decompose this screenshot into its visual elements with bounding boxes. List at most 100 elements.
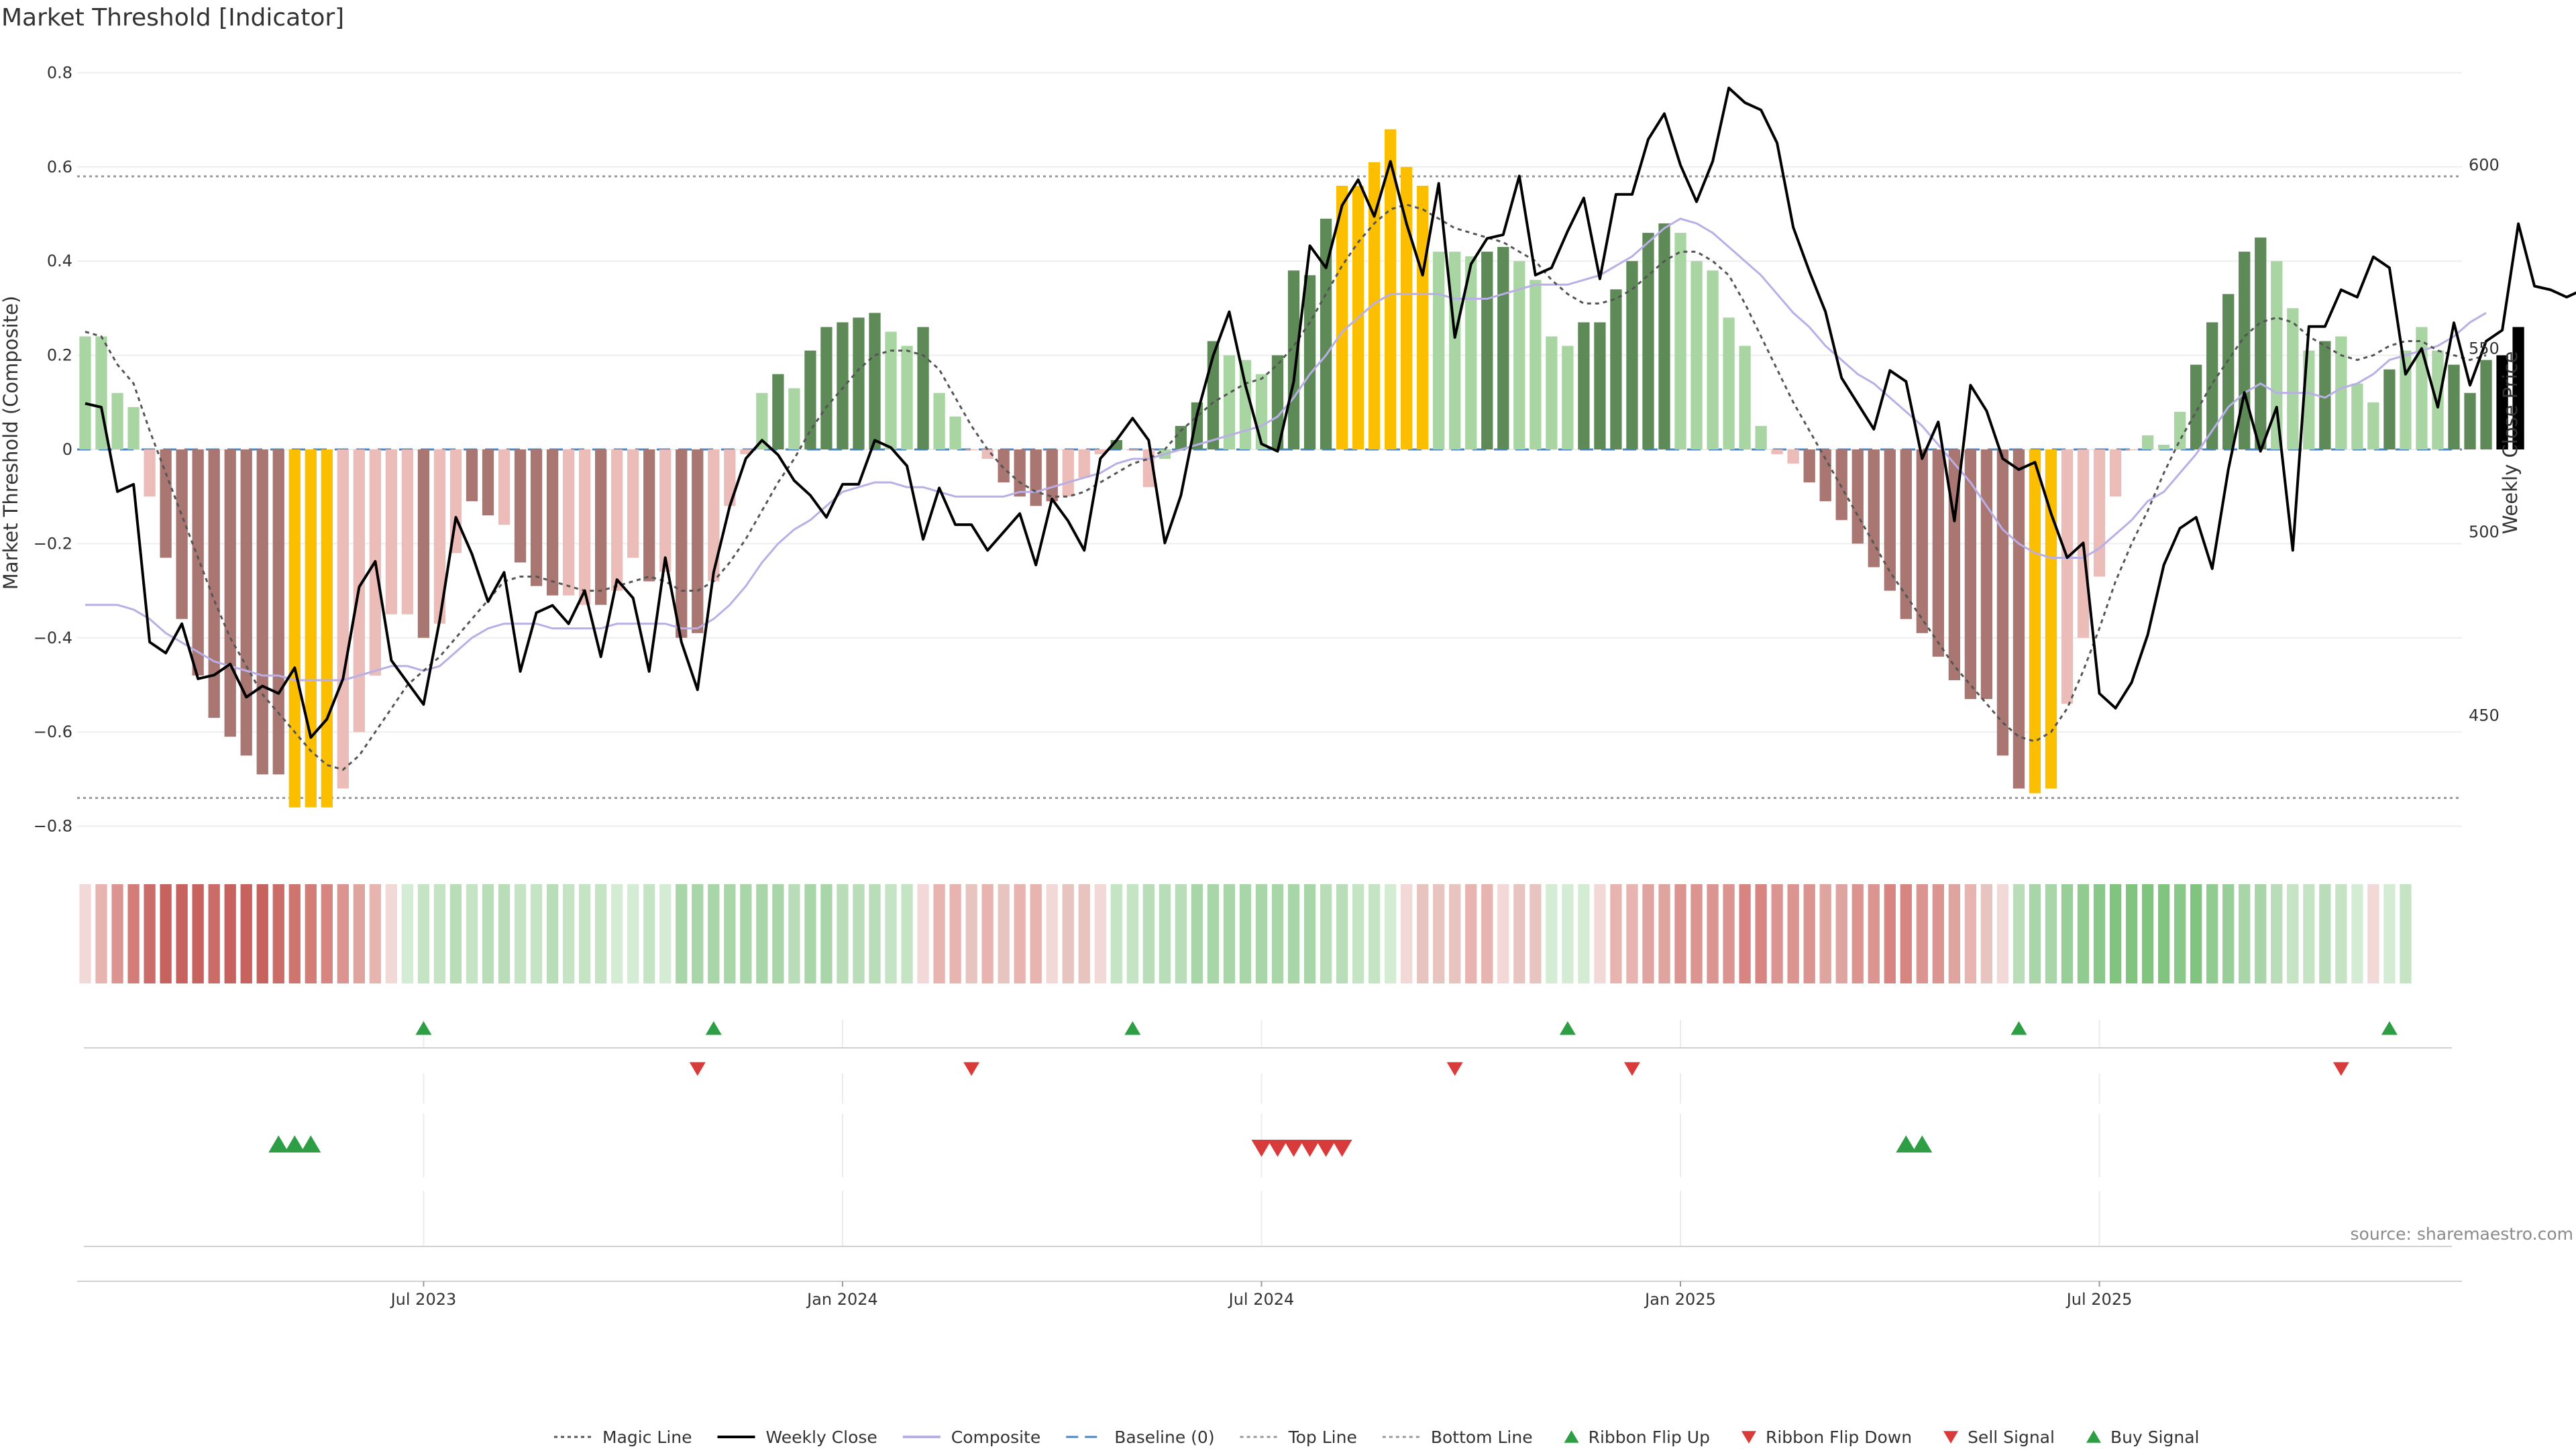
ribbon-flip-down-marker xyxy=(963,1062,980,1076)
ribbon-cell-33 xyxy=(611,884,623,983)
composite-bar-44 xyxy=(788,388,800,449)
ribbon-cell-72 xyxy=(1239,884,1252,983)
composite-bar-62 xyxy=(1078,449,1090,478)
x-tick-label: Jul 2024 xyxy=(1228,1290,1295,1309)
ribbon-cell-17 xyxy=(353,884,366,983)
composite-bar-50 xyxy=(885,331,897,449)
x-axis: Jul 2023 Jan 2024 Jul 2024 Jan 2025 Jul 2025 xyxy=(390,1281,2133,1309)
composite-bar-53 xyxy=(933,392,945,449)
composite-bar-58 xyxy=(1014,449,1026,497)
ribbon-cell-140 xyxy=(2335,884,2347,983)
composite-bar-128 xyxy=(2141,435,2154,449)
composite-bar-65 xyxy=(1126,449,1138,450)
ribbon-flip-up-marker xyxy=(2381,1021,2398,1035)
ribbon-cell-20 xyxy=(401,884,414,983)
ribbon-cell-27 xyxy=(514,884,527,983)
sell-signal-marker xyxy=(1332,1140,1352,1157)
legend-item-6: Ribbon Flip Up xyxy=(1564,1428,1710,1447)
left-tick-label: 0.6 xyxy=(47,158,72,176)
composite-bar-40 xyxy=(724,449,736,506)
right-tick-label: 450 xyxy=(2469,706,2500,725)
ribbon-cell-47 xyxy=(837,884,849,983)
left-axis-label: Market Threshold (Composite) xyxy=(0,296,22,590)
ribbon-cell-11 xyxy=(256,884,268,983)
composite-bar-24 xyxy=(466,449,478,502)
ribbon-cell-90 xyxy=(1529,884,1542,983)
ribbon-cell-98 xyxy=(1658,884,1670,983)
composite-bar-96 xyxy=(1626,261,1638,449)
composite-bar-84 xyxy=(1433,252,1445,449)
ribbon-cell-122 xyxy=(2045,884,2057,983)
x-tick-label: Jul 2025 xyxy=(2065,1290,2133,1309)
composite-bar-151 xyxy=(2512,327,2524,449)
ribbon-cell-1 xyxy=(95,884,107,983)
composite-bar-147 xyxy=(2448,364,2460,449)
ribbon-cell-55 xyxy=(965,884,977,983)
left-tick-label: 0 xyxy=(62,440,72,459)
composite-bar-111 xyxy=(1868,449,1880,568)
ribbon-cell-29 xyxy=(546,884,559,983)
right-tick-label: 600 xyxy=(2469,156,2500,174)
composite-bar-98 xyxy=(1658,223,1670,449)
composite-bar-60 xyxy=(1046,449,1058,502)
ribbon-flip-down-marker xyxy=(1623,1062,1640,1076)
ribbon-flip-down-marker xyxy=(2332,1062,2349,1076)
composite-bar-30 xyxy=(562,449,575,596)
composite-bar-122 xyxy=(2045,449,2057,789)
composite-bar-39 xyxy=(708,449,720,582)
composite-bar-92 xyxy=(1562,345,1574,449)
composite-bar-132 xyxy=(2206,322,2218,449)
composite-bar-113 xyxy=(1900,449,1912,619)
ribbon-flip-down-marker xyxy=(1446,1062,1463,1076)
ribbon-strip xyxy=(79,884,2412,983)
ribbon-cell-7 xyxy=(192,884,204,983)
ribbon-cell-111 xyxy=(1868,884,1880,983)
ribbon-cell-50 xyxy=(885,884,897,983)
composite-bar-13 xyxy=(288,449,301,808)
ribbon-cell-88 xyxy=(1497,884,1509,983)
ribbon-cell-40 xyxy=(724,884,736,983)
ribbon-cell-74 xyxy=(1271,884,1284,983)
ribbon-flip-up-marker xyxy=(1559,1021,1576,1035)
composite-bar-52 xyxy=(917,327,929,449)
ribbon-cell-75 xyxy=(1287,884,1300,983)
left-y-axis: 0.8 0.6 0.4 0.2 0 −0.2 −0.4 −0.6 −0.8 xyxy=(34,63,72,835)
left-tick-label: 0.2 xyxy=(47,346,72,365)
right-tick-label: 500 xyxy=(2469,523,2500,541)
composite-bar-35 xyxy=(643,449,655,582)
ribbon-cell-34 xyxy=(627,884,639,983)
composite-bar-109 xyxy=(1835,449,1847,521)
ribbon-cell-79 xyxy=(1352,884,1364,983)
buy-signal-marker xyxy=(268,1135,289,1152)
composite-bar-43 xyxy=(772,374,784,449)
ribbon-cell-35 xyxy=(643,884,655,983)
ribbon-cell-112 xyxy=(1884,884,1896,983)
ribbon-cell-85 xyxy=(1449,884,1461,983)
legend-label: Buy Signal xyxy=(2110,1428,2200,1447)
legend-swatch xyxy=(2086,1430,2101,1443)
ribbon-cell-62 xyxy=(1078,884,1090,983)
ribbon-cell-9 xyxy=(224,884,236,983)
composite-bar-145 xyxy=(2416,327,2428,449)
ribbon-cell-24 xyxy=(466,884,478,983)
legend-item-0: Magic Line xyxy=(554,1428,692,1447)
composite-bar-76 xyxy=(1303,275,1316,449)
ribbon-cell-41 xyxy=(740,884,752,983)
composite-bar-37 xyxy=(676,449,688,638)
composite-bar-90 xyxy=(1529,280,1542,449)
ribbon-cell-123 xyxy=(2061,884,2074,983)
legend-label: Ribbon Flip Up xyxy=(1589,1428,1710,1447)
composite-bar-141 xyxy=(2351,383,2363,449)
composite-bar-31 xyxy=(578,449,591,605)
composite-bar-89 xyxy=(1513,261,1525,449)
ribbon-cell-64 xyxy=(1110,884,1122,983)
composite-bar-42 xyxy=(756,392,768,449)
ribbon-flip-up-marker xyxy=(705,1021,722,1035)
composite-bar-32 xyxy=(595,449,607,605)
ribbon-cell-48 xyxy=(853,884,865,983)
ribbon-cell-121 xyxy=(2029,884,2041,983)
ribbon-cell-65 xyxy=(1126,884,1138,983)
composite-bar-144 xyxy=(2400,350,2412,449)
series-lines xyxy=(85,87,2576,771)
ribbon-cell-131 xyxy=(2190,884,2202,983)
